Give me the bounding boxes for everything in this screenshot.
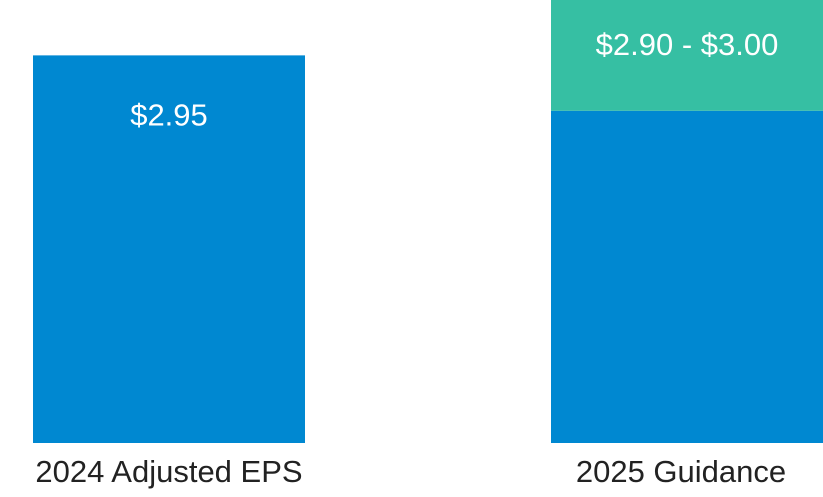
bar-segment [33, 55, 305, 443]
bar-segment [551, 110, 823, 443]
bar-segment [551, 0, 823, 111]
category-label: 2025 Guidance [576, 454, 786, 489]
value-label: $2.95 [130, 98, 208, 133]
category-label: 2024 Adjusted EPS [35, 454, 302, 489]
value-label: $2.90 - $3.00 [596, 27, 779, 62]
